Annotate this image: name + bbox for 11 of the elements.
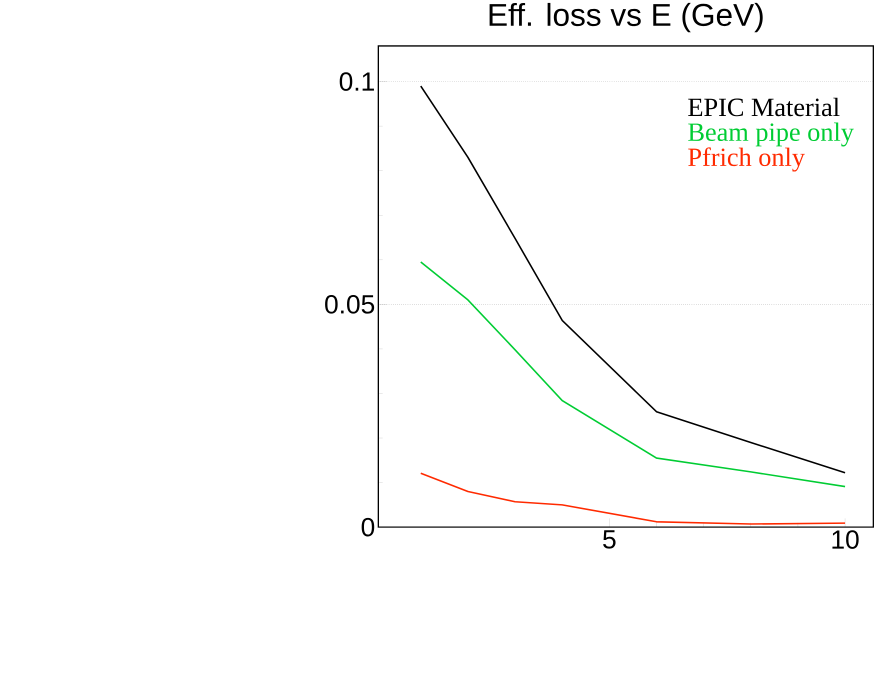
y-tick-label: 0.05 xyxy=(325,295,374,314)
x-tick-label: 10 xyxy=(832,530,859,549)
text: EPIC Material xyxy=(688,98,840,116)
y-tick-label: 0.1 xyxy=(340,72,374,91)
text: Pfrich only xyxy=(688,147,805,172)
y-tick-label: 0 xyxy=(362,518,374,537)
text: Beam pipe only xyxy=(688,122,854,147)
x-tick-label: 5 xyxy=(603,530,616,549)
chart-title: Eff. loss vs E (GeV) xyxy=(490,2,763,32)
line-series xyxy=(420,472,846,525)
line-series xyxy=(420,261,846,488)
